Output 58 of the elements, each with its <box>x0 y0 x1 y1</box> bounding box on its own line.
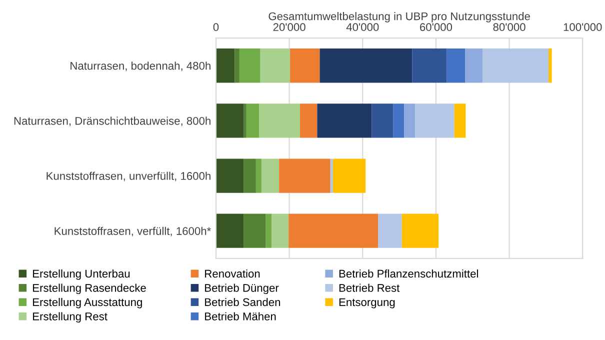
y-tick-label: Kunststoffrasen, verfüllt, 1600h* <box>54 226 211 236</box>
legend-label: Betrieb Mähen <box>205 312 276 320</box>
bar <box>454 104 466 138</box>
x-tick-label: 0 <box>213 23 219 32</box>
bar <box>261 158 280 193</box>
bar <box>320 48 412 83</box>
bar <box>234 48 240 83</box>
bar <box>260 48 290 83</box>
bar <box>317 104 372 138</box>
bar <box>393 104 404 138</box>
bar <box>482 48 549 83</box>
x-tick-label: 100'000 <box>564 23 602 32</box>
bar <box>332 158 366 193</box>
bar <box>272 214 289 248</box>
bar <box>216 214 244 248</box>
x-tick-label: 60'000 <box>420 23 452 32</box>
legend-label: Betrieb Rest <box>339 284 400 292</box>
bar <box>256 158 262 193</box>
bar <box>246 104 260 138</box>
bar <box>216 48 235 83</box>
bar <box>239 48 260 83</box>
bar <box>244 104 246 138</box>
bar <box>404 104 416 138</box>
bar <box>446 48 466 83</box>
y-tick-label: Naturrasen, bodennah, 480h <box>70 62 210 72</box>
x-tick-label: 20'000 <box>273 23 306 32</box>
legend-label: Erstellung Rasendecke <box>33 284 146 294</box>
bar <box>300 104 318 138</box>
x-tick-label: 80'000 <box>493 23 526 32</box>
bar <box>259 104 300 138</box>
y-tick-label: Naturrasen, Dränschichtbauweise, 800h <box>14 116 210 126</box>
legend-label: Betrieb Pflanzenschutzmittel <box>339 269 478 278</box>
legend-label: Erstellung Rest <box>33 312 108 323</box>
legend-label: Betrieb Dünger <box>205 284 279 294</box>
bar <box>402 214 439 248</box>
x-axis-title: Gesamtumweltbelastung in UBP pro Nutzungsstunde <box>268 12 530 22</box>
legend-label: Erstellung Ausstattung <box>33 298 142 308</box>
y-tick-label: Kunststoffrasen, unverfüllt, 1600h <box>46 172 210 182</box>
bar <box>372 104 394 138</box>
bar <box>465 48 483 83</box>
bar <box>279 158 330 193</box>
bar <box>216 104 244 138</box>
bar <box>216 158 244 193</box>
bar <box>415 104 454 138</box>
bar <box>288 214 378 248</box>
bar <box>266 214 272 248</box>
bar <box>378 214 402 248</box>
bar <box>412 48 447 83</box>
bar <box>330 158 333 193</box>
legend-label: Entsorgung <box>339 298 395 308</box>
bar <box>548 48 552 83</box>
bar <box>290 48 320 83</box>
x-tick-label: 40'000 <box>346 23 379 32</box>
bar <box>244 214 266 248</box>
legend-label: Betrieb Sanden <box>205 298 280 306</box>
legend-label: Renovation <box>205 269 260 278</box>
legend-label: Erstellung Unterbau <box>33 269 130 280</box>
bar <box>244 158 256 193</box>
